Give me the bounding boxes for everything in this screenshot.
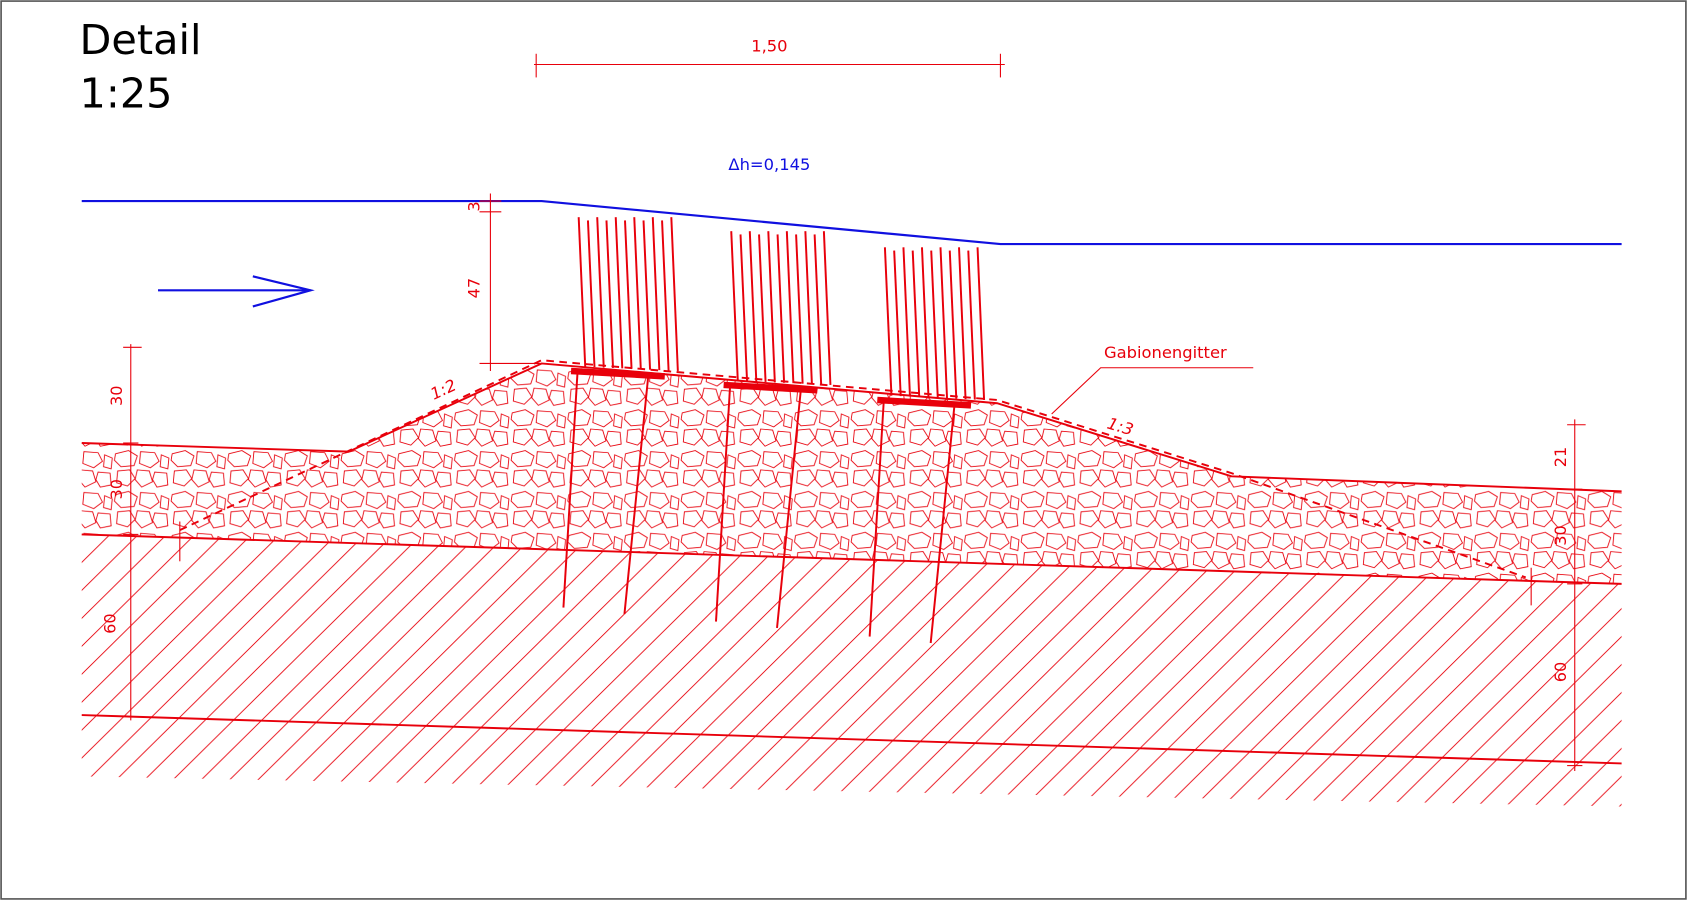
stake — [767, 231, 776, 383]
stake — [939, 247, 949, 399]
stake — [920, 247, 930, 398]
width-dimension: 1,50 — [751, 37, 787, 56]
stake — [623, 374, 650, 615]
stake — [605, 220, 614, 368]
stake — [624, 220, 633, 369]
stone-layer-right: 30 — [1551, 525, 1570, 546]
fascine-stakes — [562, 217, 986, 644]
stake — [902, 247, 911, 397]
stake — [651, 217, 661, 371]
step-right: 21 — [1551, 447, 1570, 468]
grid-label: Gabionengitter — [1104, 343, 1227, 362]
gabion-grid — [179, 359, 1527, 579]
soil-layer-right: 60 — [1551, 662, 1570, 683]
stake — [758, 234, 767, 382]
stake — [562, 370, 579, 608]
stake — [911, 250, 921, 398]
soil-layer-left: 60 — [100, 613, 119, 634]
stake — [670, 217, 679, 372]
stake — [586, 220, 596, 368]
stake — [893, 250, 902, 397]
water-depth: 47 — [464, 278, 483, 299]
stake — [748, 231, 758, 382]
stake — [795, 234, 804, 384]
stake — [577, 217, 587, 367]
scale: 1:25 — [80, 70, 173, 118]
stake — [883, 247, 893, 396]
head-loss: Δh=0,145 — [728, 155, 810, 174]
stake — [642, 220, 652, 370]
stake — [813, 234, 823, 385]
stake — [596, 217, 605, 368]
stake — [739, 234, 749, 382]
stake — [785, 231, 795, 384]
stake — [868, 399, 885, 637]
stake — [776, 234, 786, 383]
stake — [804, 231, 813, 385]
stone-layer — [81, 363, 1622, 584]
freeboard: 3 — [464, 201, 483, 211]
sill-height: 30 — [107, 385, 126, 406]
stake — [967, 250, 976, 400]
stake — [633, 217, 642, 370]
title: Detail — [80, 16, 202, 64]
stake — [776, 388, 802, 629]
stake — [929, 403, 956, 644]
stake — [976, 247, 986, 401]
stake — [661, 220, 670, 371]
dimension-lines — [123, 53, 1586, 771]
bed-lines — [81, 362, 1622, 765]
soil — [81, 534, 1622, 807]
stake — [958, 247, 967, 400]
stake — [715, 384, 732, 622]
water-surface — [81, 200, 1622, 308]
stake — [930, 250, 939, 398]
stake — [822, 231, 832, 385]
stake — [614, 217, 624, 369]
stake — [948, 250, 958, 399]
stone-layer-left: 30 — [107, 479, 126, 500]
stake — [730, 231, 739, 381]
